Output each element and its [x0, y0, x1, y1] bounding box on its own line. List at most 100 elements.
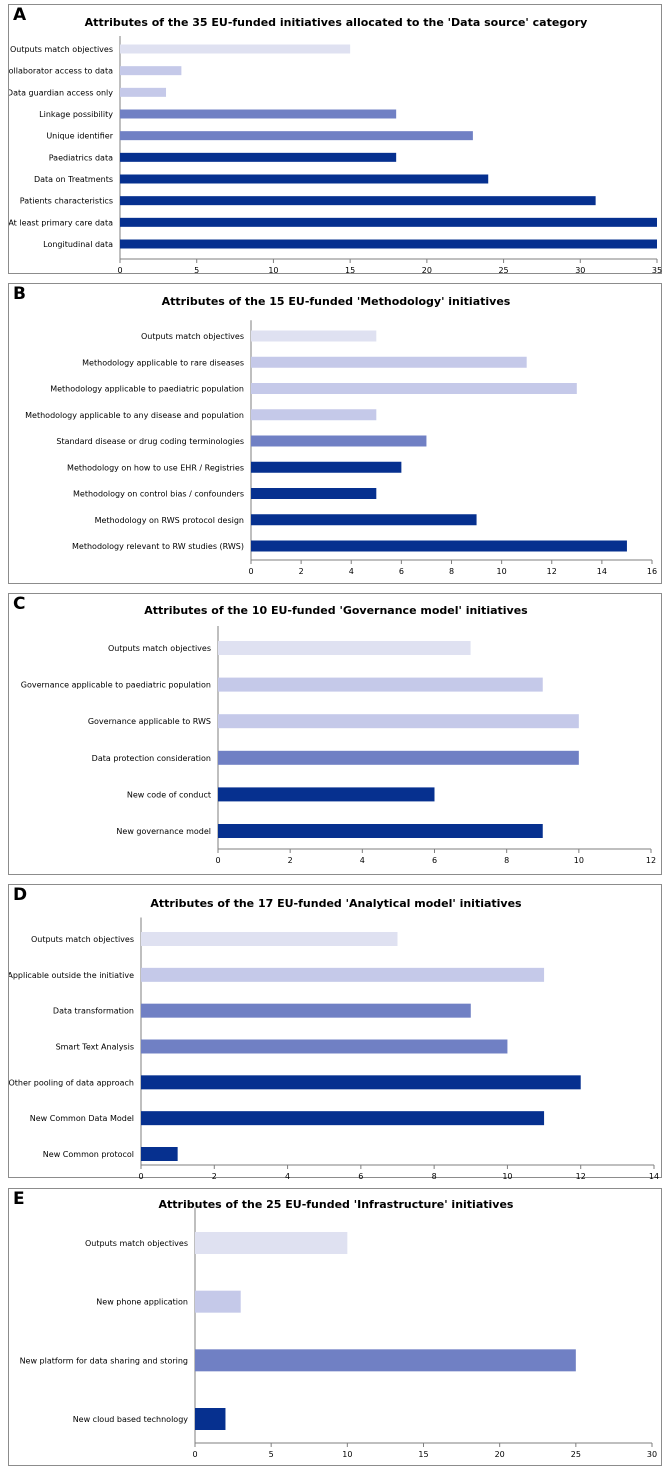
- chart-panel-a: A Attributes of the 35 EU-funded initiat…: [8, 4, 662, 275]
- category-label: New code of conduct: [127, 790, 211, 799]
- category-label: Methodology on how to use EHR / Registri…: [67, 463, 244, 472]
- chart-title: Attributes of the 17 EU-funded 'Analytic…: [150, 897, 522, 910]
- x-tick-label: 25: [498, 266, 508, 275]
- category-label: Outputs match objectives: [85, 1239, 188, 1248]
- x-tick-label: 20: [422, 266, 432, 275]
- chart-title: Attributes of the 25 EU-funded 'Infrastr…: [159, 1198, 514, 1211]
- x-tick-label: 10: [574, 856, 584, 865]
- bar: [120, 239, 657, 249]
- x-tick-label: 0: [138, 1172, 143, 1179]
- panel-letter: A: [13, 5, 27, 25]
- bar: [141, 1111, 545, 1126]
- category-label: Data protection consideration: [92, 754, 211, 763]
- bar: [141, 1003, 471, 1018]
- bar: [120, 131, 473, 141]
- category-label: Outputs match objectives: [108, 644, 211, 653]
- category-label: Outputs match objectives: [141, 332, 244, 341]
- category-label: Methodology on control bias / confounder…: [73, 490, 244, 499]
- category-label: Patients characteristics: [20, 197, 113, 206]
- x-tick-label: 10: [502, 1172, 512, 1179]
- bar: [251, 356, 527, 368]
- bar-chart-b: Attributes of the 15 EU-funded 'Methodol…: [25, 295, 657, 576]
- x-tick-label: 8: [504, 856, 509, 865]
- chart-panel-c: C Attributes of the 10 EU-funded 'Govern…: [8, 593, 662, 875]
- category-label: New platform for data sharing and storin…: [20, 1356, 188, 1365]
- bar: [218, 677, 543, 692]
- x-tick-label: 10: [497, 567, 507, 576]
- category-label: Data guardian access only: [9, 88, 113, 97]
- bar: [141, 1039, 508, 1054]
- bar: [120, 66, 182, 76]
- x-tick-label: 10: [268, 266, 278, 275]
- x-tick-label: 8: [432, 1172, 437, 1179]
- bar: [120, 217, 657, 227]
- category-label: Applicable outside the initiative: [9, 971, 134, 980]
- bar: [120, 174, 489, 184]
- x-tick-label: 6: [399, 567, 404, 576]
- panel-letter: C: [13, 594, 26, 614]
- x-tick-label: 0: [215, 856, 220, 865]
- category-label: Paediatrics data: [49, 153, 113, 162]
- bar: [141, 932, 398, 946]
- bar: [195, 1349, 576, 1372]
- x-tick-label: 14: [597, 567, 607, 576]
- bar-chart-c: Attributes of the 10 EU-funded 'Governan…: [21, 604, 656, 865]
- bar: [195, 1232, 348, 1254]
- bar: [251, 514, 477, 526]
- bar-chart-e: Attributes of the 25 EU-funded 'Infrastr…: [20, 1198, 658, 1459]
- bar: [195, 1408, 226, 1430]
- category-label: New cloud based technology: [73, 1415, 189, 1424]
- x-tick-label: 30: [647, 1450, 657, 1459]
- x-tick-label: 35: [652, 266, 662, 275]
- bar: [120, 196, 596, 206]
- bar: [120, 109, 397, 119]
- x-tick-label: 14: [649, 1172, 659, 1179]
- bar: [120, 152, 397, 162]
- x-tick-label: 2: [212, 1172, 217, 1179]
- category-label: Outputs match objectives: [31, 935, 134, 944]
- x-tick-label: 4: [349, 567, 354, 576]
- category-label: New phone application: [96, 1298, 188, 1307]
- bar: [251, 435, 427, 447]
- x-tick-label: 4: [360, 856, 365, 865]
- x-tick-label: 30: [575, 266, 585, 275]
- category-label: Methodology applicable to paediatric pop…: [50, 385, 244, 394]
- x-tick-label: 6: [358, 1172, 363, 1179]
- x-tick-label: 6: [432, 856, 437, 865]
- category-label: Data on Treatments: [34, 175, 113, 184]
- bar: [120, 87, 167, 97]
- category-label: Methodology applicable to rare diseases: [82, 358, 244, 367]
- category-label: Linkage possibility: [39, 110, 113, 119]
- x-tick-label: 2: [299, 567, 304, 576]
- x-tick-label: 0: [117, 266, 122, 275]
- category-label: Data transformation: [53, 1007, 134, 1016]
- x-tick-label: 2: [288, 856, 293, 865]
- chart-panel-b: B Attributes of the 15 EU-funded 'Method…: [8, 283, 662, 584]
- chart-title: Attributes of the 15 EU-funded 'Methodol…: [162, 295, 511, 308]
- bar: [251, 409, 377, 421]
- bar: [251, 461, 402, 473]
- chart-title: Attributes of the 10 EU-funded 'Governan…: [144, 604, 528, 617]
- bar: [251, 540, 627, 552]
- category-label: Other pooling of data approach: [9, 1078, 134, 1087]
- category-label: Methodology on RWS protocol design: [95, 516, 244, 525]
- bar: [251, 488, 377, 499]
- x-tick-label: 25: [571, 1450, 581, 1459]
- category-label: Governance applicable to paediatric popu…: [21, 681, 211, 690]
- x-tick-label: 10: [342, 1450, 352, 1459]
- category-label: New Common protocol: [43, 1150, 134, 1159]
- x-tick-label: 5: [194, 266, 199, 275]
- bar: [218, 824, 543, 838]
- category-label: Methodology relevant to RW studies (RWS): [72, 542, 244, 551]
- x-tick-label: 5: [269, 1450, 274, 1459]
- bar: [218, 750, 579, 765]
- x-tick-label: 8: [449, 567, 454, 576]
- bar: [251, 330, 377, 342]
- chart-title: Attributes of the 35 EU-funded initiativ…: [85, 16, 588, 29]
- panel-letter: B: [13, 284, 26, 304]
- bar: [120, 44, 351, 54]
- bar: [141, 1147, 178, 1161]
- category-label: Standard disease or drug coding terminol…: [56, 437, 244, 446]
- chart-panel-d: D Attributes of the 17 EU-funded 'Analyt…: [8, 884, 662, 1179]
- x-tick-label: 0: [192, 1450, 197, 1459]
